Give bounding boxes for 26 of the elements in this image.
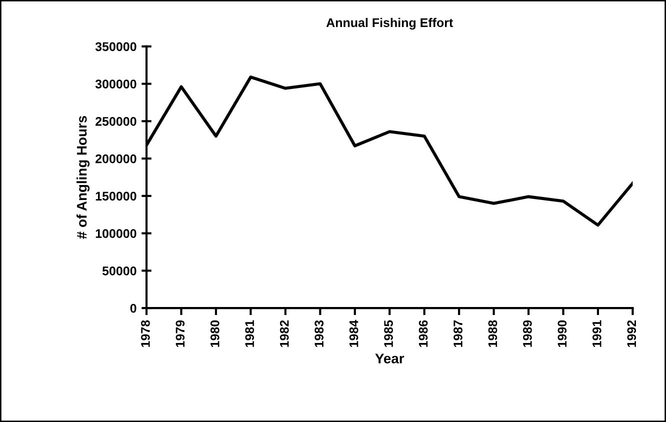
chart-title: Annual Fishing Effort [326,18,453,30]
x-tick-label: 1986 [418,320,428,347]
y-tick-label: 50000 [102,266,136,276]
x-tick-label: 1985 [384,320,393,347]
x-tick-label: 1981 [245,320,254,347]
x-tick-label: 1991 [592,320,602,347]
y-tick-label: 350000 [95,42,136,52]
x-tick-label: 1992 [627,320,636,347]
x-tick-label: 1979 [176,320,185,347]
x-tick-label: 1987 [454,320,462,347]
y-axis-title: # of Angling Hours [76,116,90,239]
x-tick-label: 1989 [523,320,532,347]
x-tick-label: 1983 [314,320,324,347]
x-tick-label: 1980 [210,320,220,347]
y-tick-label: 250000 [96,116,136,126]
y-tick-label: 150000 [96,192,136,201]
x-tick-label: 1990 [558,320,567,347]
x-tick-label: 1984 [349,320,358,347]
x-tick-label: 1978 [141,320,150,347]
y-tick-label: 0 [130,304,136,313]
x-tick-label: 1982 [280,320,289,347]
y-tick-label: 200000 [96,154,136,164]
y-tick-label: 300000 [95,80,136,88]
x-tick-label: 1988 [488,320,498,347]
y-tick-label: 100000 [96,229,136,238]
x-axis-title: Year [375,354,404,364]
